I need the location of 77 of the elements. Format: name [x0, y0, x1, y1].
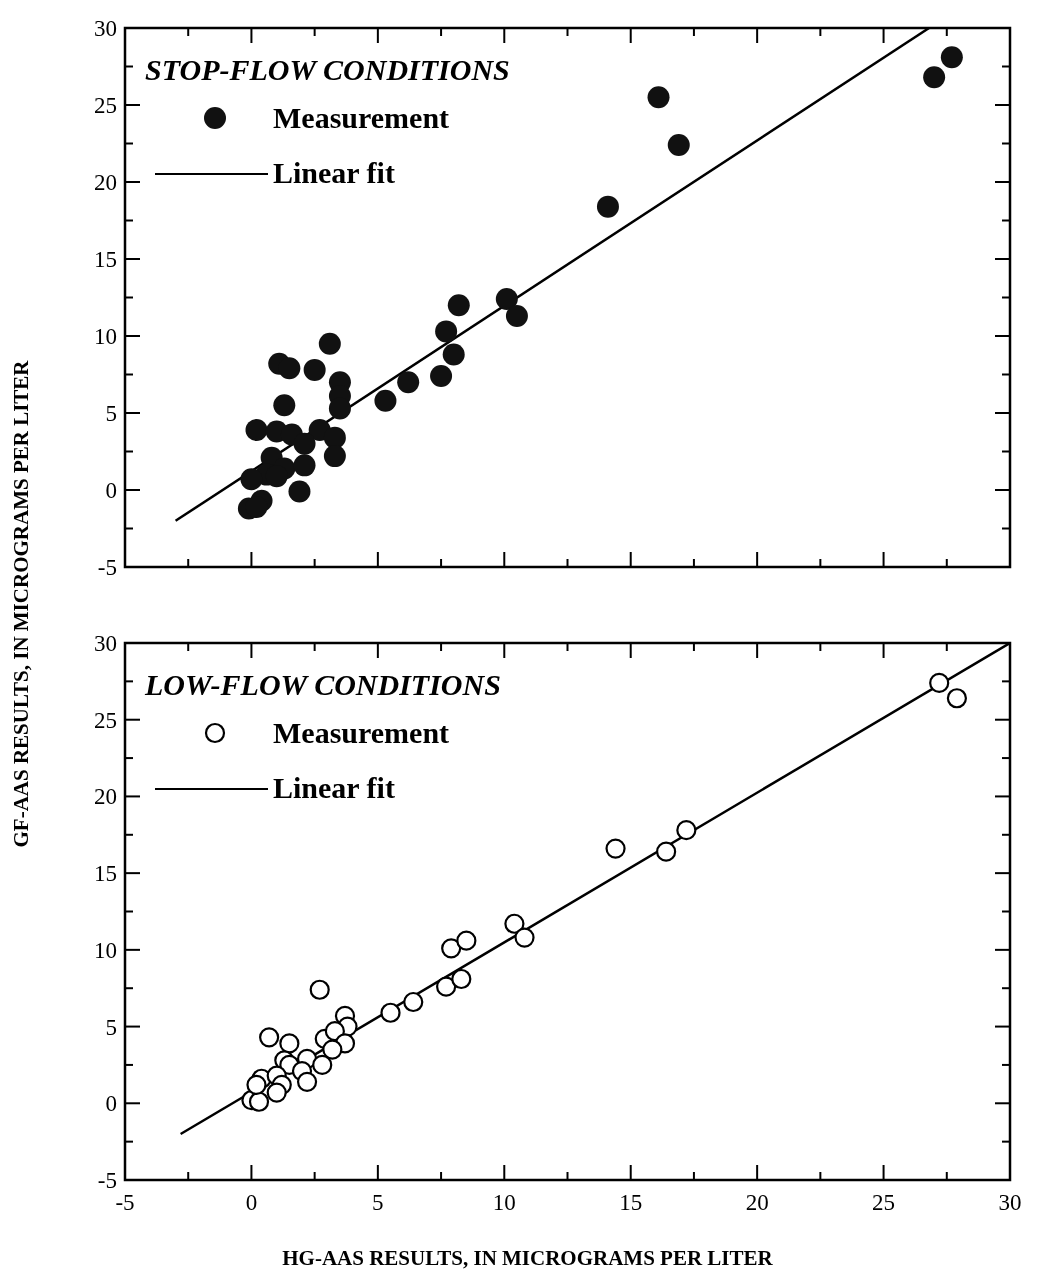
point	[923, 66, 946, 89]
x-tick-label: 30	[998, 1190, 1022, 1215]
y-tick-label: 20	[94, 784, 117, 810]
y-tick-label: 0	[105, 478, 117, 503]
point	[940, 46, 963, 69]
legend-label: Linear fit	[273, 156, 395, 189]
legend-label: Linear fit	[273, 771, 395, 804]
point	[441, 938, 462, 959]
point	[596, 195, 619, 218]
y-tick-label: 25	[94, 707, 117, 733]
point	[656, 841, 677, 862]
point	[442, 343, 465, 366]
point	[318, 332, 341, 355]
y-tick-label: 30	[94, 16, 117, 41]
y-tick-label: 30	[94, 631, 117, 656]
y-tick-label: 15	[94, 861, 117, 887]
point	[605, 838, 626, 859]
point	[514, 927, 535, 948]
point	[436, 976, 457, 997]
point	[430, 365, 453, 388]
point	[303, 358, 326, 381]
point	[451, 968, 472, 990]
point	[397, 371, 420, 394]
point	[403, 991, 424, 1013]
point	[504, 913, 525, 934]
y-tick-label: -5	[97, 555, 117, 580]
point	[946, 688, 967, 709]
y-tick-label: 0	[105, 1091, 117, 1117]
point	[322, 1039, 343, 1060]
point	[374, 389, 397, 412]
point	[323, 426, 346, 449]
x-tick-label: 15	[619, 1190, 643, 1215]
x-tick-label: 20	[745, 1190, 769, 1215]
point	[312, 1054, 333, 1076]
point	[293, 432, 316, 455]
point	[259, 1027, 280, 1048]
x-tick-label: 10	[492, 1190, 516, 1215]
point	[273, 394, 296, 417]
text: LOW-FLOW CONDITIONS	[144, 668, 501, 701]
y-tick-label: 10	[94, 324, 117, 349]
point	[240, 468, 263, 491]
x-axis-title: HG-AAS RESULTS, IN MICROGRAMS PER LITER	[282, 1246, 774, 1270]
y-tick-label: -5	[97, 1168, 117, 1193]
point	[676, 820, 697, 841]
y-axis-title: GF-AAS RESULTS, IN MICROGRAMS PER LITER	[9, 359, 33, 848]
point	[447, 294, 470, 317]
point	[495, 288, 518, 311]
point	[246, 1074, 267, 1095]
y-tick-label: 10	[94, 937, 117, 963]
point	[279, 1033, 300, 1054]
point	[248, 1091, 270, 1112]
point	[278, 357, 301, 380]
point	[266, 1082, 287, 1103]
y-tick-label: 5	[105, 401, 117, 426]
point	[293, 454, 316, 477]
point	[380, 1002, 401, 1023]
y-tick-label: 5	[105, 1014, 117, 1040]
legend-label: Measurement	[273, 716, 450, 749]
point	[288, 480, 311, 503]
point	[647, 86, 670, 109]
text: STOP-FLOW CONDITIONS	[145, 53, 510, 86]
point	[929, 672, 950, 693]
point	[296, 1071, 318, 1092]
point	[667, 134, 690, 157]
legend-label: Measurement	[273, 101, 450, 134]
x-tick-label: 25	[872, 1190, 896, 1215]
x-tick-label: 5	[372, 1190, 384, 1215]
point	[456, 930, 477, 951]
y-tick-label: 20	[94, 170, 117, 195]
point	[323, 445, 346, 468]
y-tick-label: 15	[94, 247, 117, 272]
x-tick-label: 0	[245, 1190, 258, 1215]
point	[505, 304, 528, 327]
y-tick-label: 25	[94, 93, 117, 118]
point	[309, 979, 330, 1000]
point	[245, 418, 268, 441]
point	[435, 320, 458, 343]
